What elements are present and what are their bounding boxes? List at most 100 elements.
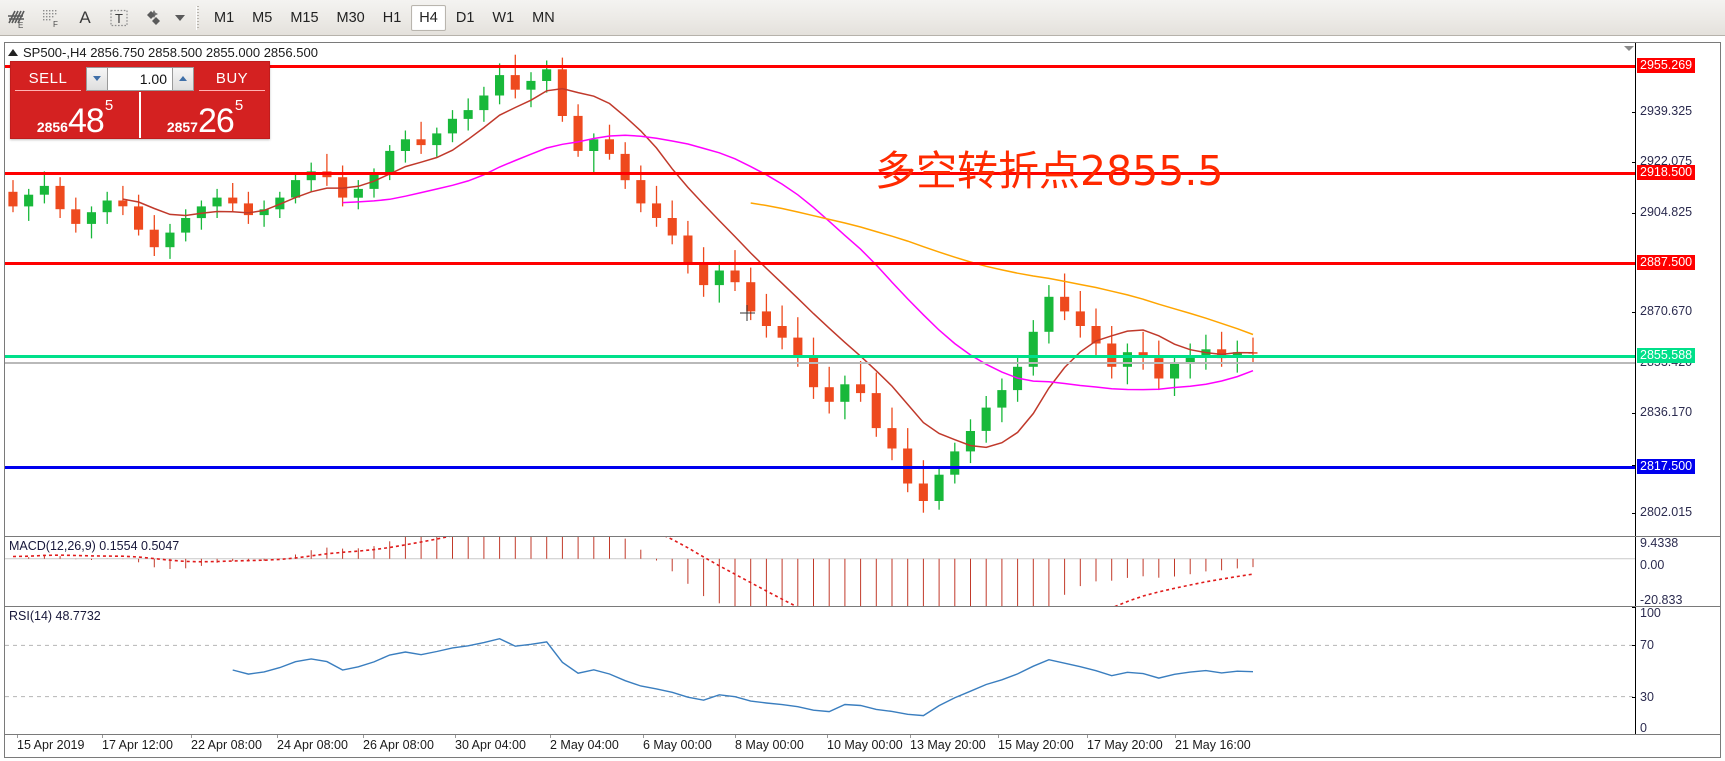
level-line-resistance[interactable]: [5, 262, 1635, 266]
price-candles-svg: [8, 54, 1258, 513]
macd-plot-area[interactable]: [5, 537, 1635, 606]
time-axis-label: 13 May 20:00: [910, 738, 986, 752]
price-tick-label: 2922.075: [1640, 154, 1693, 169]
pane-collapse-icon[interactable]: [1623, 44, 1634, 53]
price-tag-green[interactable]: 2855.588: [1637, 348, 1696, 364]
symbol-header: SP500-,H4 2856.750 2858.500 2855.000 285…: [8, 45, 318, 60]
chart-annotation: 多空转折点2855.5: [875, 147, 1224, 195]
price-tick-label: 2904.825: [1640, 204, 1693, 219]
time-axis[interactable]: 15 Apr 2019 17 Apr 12:00 22 Apr 08:00 24 Ap…: [5, 734, 1720, 755]
main-toolbar: E F A: [0, 0, 1725, 36]
price-pane[interactable]: SP500-,H4 2856.750 2858.500 2855.000 285…: [5, 43, 1720, 536]
buy-button[interactable]: BUY: [199, 67, 265, 91]
time-axis-tick: [102, 735, 103, 738]
macd-title: MACD(12,26,9) 0.1554 0.5047: [9, 539, 180, 553]
timeframe-d1[interactable]: D1: [455, 9, 475, 26]
time-axis-label: 26 Apr 08:00: [363, 738, 434, 752]
rsi-plot-area[interactable]: [5, 607, 1635, 734]
time-axis-tick: [1175, 735, 1176, 738]
triangle-up-icon: [8, 49, 18, 56]
price-tick-label: 2802.015: [1640, 504, 1693, 519]
objects-dropdown-icon[interactable]: [170, 3, 190, 33]
bid-price[interactable]: 2856 48 5: [11, 92, 139, 138]
objects-icon[interactable]: [136, 3, 170, 33]
crosshair-icon[interactable]: F: [34, 3, 68, 33]
chevron-up-icon: [179, 76, 187, 81]
ask-price[interactable]: 2857 26 5: [139, 92, 269, 138]
price-tick-mark: [1632, 312, 1636, 314]
chevron-down-icon: [175, 14, 185, 21]
price-tick-mark: [1632, 465, 1636, 467]
price-tick-label: 2836.170: [1640, 404, 1693, 419]
timeframe-w1[interactable]: W1: [492, 9, 515, 26]
rsi-tick-mark: [1632, 696, 1636, 698]
time-axis-label: 17 Apr 12:00: [102, 738, 173, 752]
price-tick-mark: [1632, 112, 1636, 114]
price-tick-label: 2870.670: [1640, 304, 1693, 319]
price-tick-mark: [1632, 162, 1636, 164]
timeframe-m1[interactable]: M1: [214, 9, 235, 26]
time-axis-label: 24 Apr 08:00: [277, 738, 348, 752]
symbol-header-text: SP500-,H4 2856.750 2858.500 2855.000 285…: [23, 45, 318, 60]
svg-text:F: F: [53, 20, 58, 29]
macd-svg: [5, 537, 1635, 606]
price-tag-red[interactable]: 2955.269: [1637, 57, 1696, 73]
macd-tick-label: 0.00: [1640, 557, 1665, 572]
timeframe-h4[interactable]: H4: [411, 4, 446, 31]
timeframe-h1[interactable]: H1: [382, 9, 402, 26]
level-line-resistance[interactable]: [5, 171, 1635, 175]
bid-line: [5, 361, 1635, 364]
time-axis-tick: [191, 735, 192, 738]
price-tag-blue[interactable]: 2817.500: [1637, 459, 1696, 475]
volume-increase-button[interactable]: [172, 67, 193, 90]
chart-window[interactable]: SP500-,H4 2856.750 2858.500 2855.000 285…: [4, 42, 1721, 758]
price-tick-mark: [1632, 512, 1636, 514]
time-axis-tick: [910, 735, 911, 738]
time-axis-label: 22 Apr 08:00: [191, 738, 262, 752]
indicators-icon[interactable]: E: [0, 3, 34, 33]
timeframe-mn[interactable]: MN: [532, 9, 555, 26]
toolbar-separator: [196, 5, 199, 30]
chevron-down-icon: [93, 76, 101, 81]
volume-stepper[interactable]: 1.00: [86, 66, 194, 91]
time-axis-tick: [455, 735, 456, 738]
time-axis-tick: [550, 735, 551, 738]
time-axis-label: 6 May 00:00: [643, 738, 712, 752]
macd-pane[interactable]: MACD(12,26,9) 0.1554 0.5047 9.4338 0.00 -2…: [5, 536, 1720, 606]
time-axis-label: 10 May 00:00: [827, 738, 903, 752]
time-axis-tick: [827, 735, 828, 738]
time-axis-tick: [363, 735, 364, 738]
volume-input[interactable]: 1.00: [139, 70, 167, 87]
text-tool-icon[interactable]: A: [79, 7, 91, 27]
time-axis-tick: [1087, 735, 1088, 738]
ask-price-prefix: 2857: [166, 119, 198, 135]
rsi-pane[interactable]: RSI(14) 48.7732 100 70 30 0: [5, 606, 1720, 734]
price-scale[interactable]: 2955.269 2939.325 2922.075 2904.825 2887.500…: [1632, 43, 1720, 536]
rsi-scale: 100 70 30 0: [1632, 606, 1720, 734]
timeframe-m15[interactable]: M15: [290, 9, 319, 26]
time-axis-label: 15 May 20:00: [998, 738, 1074, 752]
price-plot-area[interactable]: [5, 43, 1635, 536]
volume-decrease-button[interactable]: [87, 67, 108, 90]
level-line-current-price[interactable]: [5, 355, 1635, 359]
level-line-support[interactable]: [5, 466, 1635, 470]
rsi-tick-label: 70: [1640, 638, 1654, 653]
time-axis-label: 8 May 00:00: [735, 738, 804, 752]
price-tag-red[interactable]: 2918.500: [1637, 164, 1696, 180]
one-click-trading-panel[interactable]: SELL 1.00 BUY 2856 48: [10, 61, 270, 139]
time-axis-label: 30 Apr 04:00: [455, 738, 526, 752]
timeframe-m30[interactable]: M30: [336, 9, 365, 26]
time-axis-tick: [277, 735, 278, 738]
rsi-tick-label: 100: [1640, 606, 1661, 620]
trade-panel-quotes: 2856 48 5 2857 26 5: [11, 92, 269, 138]
bid-price-fraction: 5: [104, 97, 114, 114]
time-axis-label: 15 Apr 2019: [17, 738, 85, 752]
text-label-icon[interactable]: T: [102, 3, 136, 33]
sell-button[interactable]: SELL: [15, 67, 81, 91]
level-line-resistance[interactable]: [5, 64, 1635, 68]
svg-text:T: T: [115, 11, 123, 26]
timeframe-m5[interactable]: M5: [252, 9, 273, 26]
price-tick-mark: [1632, 212, 1636, 214]
time-axis-label: 2 May 04:00: [550, 738, 619, 752]
price-tag-red[interactable]: 2887.500: [1637, 255, 1696, 271]
